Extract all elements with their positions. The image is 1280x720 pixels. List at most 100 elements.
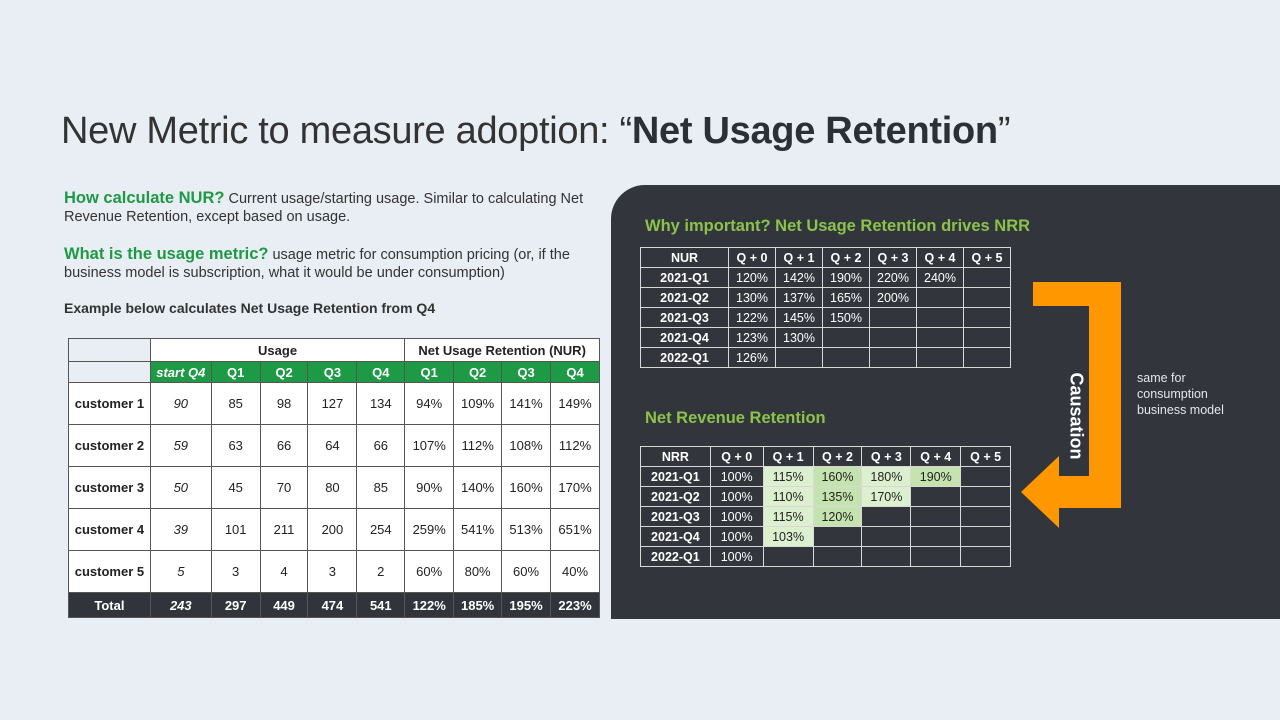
nur-value: 90%	[404, 466, 455, 509]
cohort-value	[861, 526, 912, 547]
usage-table: Usage Net Usage Retention (NUR) start Q4…	[68, 338, 600, 618]
start-value: 39	[149, 508, 212, 551]
usage-group-label: Usage	[149, 338, 406, 362]
cohort-value: 115%	[762, 466, 814, 487]
cohort-value: 170%	[861, 486, 912, 507]
cohort-value: 122%	[728, 307, 776, 328]
nur-value: 94%	[404, 382, 455, 425]
cohort-value: 100%	[709, 546, 764, 567]
total-usage: 449	[259, 592, 309, 618]
cohort-value: 130%	[728, 287, 776, 308]
nrr-heading: Net Revenue Retention	[645, 409, 826, 427]
column-header: Q + 0	[728, 247, 776, 268]
column-header: Q + 5	[963, 247, 1011, 268]
nur-value: 40%	[550, 550, 600, 593]
cohort-value	[910, 546, 962, 567]
total-usage: 474	[307, 592, 358, 618]
cohort-value: 130%	[775, 327, 823, 348]
usage-value: 3	[307, 550, 358, 593]
cohort-value: 120%	[812, 506, 863, 527]
cohort-value: 120%	[728, 267, 776, 288]
cohort-value: 100%	[709, 486, 764, 507]
nrr_table-cohort-row: 2022-Q1 100%	[640, 546, 1011, 567]
usage-value: 66	[356, 424, 406, 467]
cohort-value	[960, 466, 1011, 487]
nur-value: 108%	[501, 424, 551, 467]
start-value: 5	[149, 550, 212, 593]
cohort-value	[960, 526, 1011, 547]
column-header: Q + 3	[861, 446, 912, 467]
usage-subheader-row: start Q4 Q1 Q2 Q3 Q4 Q1 Q2 Q3 Q4	[68, 361, 600, 383]
cohort-label: 2021-Q1	[640, 466, 711, 487]
nur-value: 149%	[550, 382, 600, 425]
cohort-value: 145%	[775, 307, 823, 328]
cohort-value	[775, 347, 823, 368]
column-header: Q4	[356, 361, 406, 383]
why-heading: Why important? Net Usage Retention drive…	[645, 217, 1031, 235]
cohort-value: 115%	[762, 506, 814, 527]
cohort-value: 165%	[822, 287, 870, 308]
cohort-value	[963, 327, 1011, 348]
cohort-value: 126%	[728, 347, 776, 368]
customer-name: customer 5	[68, 550, 151, 593]
column-header: Q + 2	[822, 247, 870, 268]
nur-value: 140%	[453, 466, 503, 509]
cohort-label: 2021-Q2	[640, 486, 711, 507]
nur-group-label: Net Usage Retention (NUR)	[404, 338, 600, 362]
total-row: Total 243 297 449 474 541 122% 185% 195% 223%	[68, 592, 600, 618]
total-nur: 223%	[550, 592, 600, 618]
cohort-value: 200%	[869, 287, 917, 308]
cohort-value	[960, 546, 1011, 567]
nur_table-cohort-row: 2021-Q4 123% 130%	[640, 327, 1011, 348]
cohort-value	[960, 506, 1011, 527]
cohort-label: 2021-Q1	[640, 267, 729, 288]
nur-value: 109%	[453, 382, 503, 425]
column-header: NUR	[640, 247, 729, 268]
start-value: 50	[149, 466, 212, 509]
cohort-label: 2022-Q1	[640, 546, 711, 567]
total-nur: 195%	[501, 592, 551, 618]
column-header: Q + 3	[869, 247, 917, 268]
cohort-value	[963, 347, 1011, 368]
cohort-value: 142%	[775, 267, 823, 288]
total-start: 243	[149, 592, 212, 618]
cohort-value	[910, 506, 962, 527]
cohort-value	[963, 307, 1011, 328]
column-header: Q + 2	[812, 446, 863, 467]
column-header: start Q4	[149, 361, 212, 383]
start-value: 59	[149, 424, 212, 467]
cohort-value: 150%	[822, 307, 870, 328]
nur-value: 60%	[501, 550, 551, 593]
nur-value: 112%	[550, 424, 600, 467]
total-label: Total	[68, 592, 151, 618]
column-header: Q + 4	[916, 247, 964, 268]
column-header: Q2	[453, 361, 503, 383]
start-value: 90	[149, 382, 212, 425]
cohort-value	[812, 526, 863, 547]
nur-value: 107%	[404, 424, 455, 467]
cohort-value: 110%	[762, 486, 814, 507]
cohort-label: 2021-Q3	[640, 307, 729, 328]
usage-value: 98	[259, 382, 309, 425]
usage-value: 70	[259, 466, 309, 509]
total-nur: 122%	[404, 592, 455, 618]
nur-value: 141%	[501, 382, 551, 425]
usage-value: 4	[259, 550, 309, 593]
cohort-value: 100%	[709, 526, 764, 547]
cohort-value	[762, 546, 814, 567]
cohort-value: 220%	[869, 267, 917, 288]
cohort-value: 160%	[812, 466, 863, 487]
cohort-value	[910, 486, 962, 507]
cohort-label: 2022-Q1	[640, 347, 729, 368]
cohort-value	[910, 526, 962, 547]
total-nur: 185%	[453, 592, 503, 618]
cohort-value	[960, 486, 1011, 507]
column-header: Q + 1	[762, 446, 814, 467]
cohort-value	[916, 287, 964, 308]
cohort-value	[916, 327, 964, 348]
cohort-value	[916, 347, 964, 368]
